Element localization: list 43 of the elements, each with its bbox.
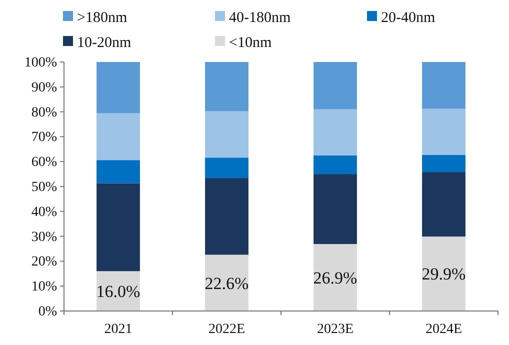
y-tick-label: 0% <box>38 304 58 320</box>
bar <box>422 172 466 237</box>
x-tick-label: 2023E <box>316 322 354 337</box>
y-tick-label: 90% <box>31 80 58 96</box>
y-tick-label: 30% <box>31 230 58 245</box>
bar <box>314 62 357 110</box>
y-tick-label: 10% <box>31 280 58 295</box>
bar <box>205 111 248 158</box>
bar <box>314 155 357 174</box>
legend-label: <10nm <box>229 35 272 51</box>
x-tick-label: 2022E <box>208 322 246 337</box>
y-tick-label: 100% <box>24 55 58 70</box>
bar <box>96 160 140 184</box>
bar <box>205 254 248 311</box>
bar <box>96 62 140 114</box>
bar <box>314 244 357 311</box>
y-tick-label: 80% <box>31 105 58 120</box>
data-label: 22.6% <box>204 274 249 293</box>
y-tick-label: 50% <box>31 180 58 195</box>
y-tick-label: 40% <box>31 204 58 220</box>
x-tick-label: 2024E <box>425 322 462 337</box>
legend-label: >180nm <box>77 10 128 26</box>
y-tick-label: 60% <box>31 155 58 170</box>
bar <box>422 62 466 109</box>
data-label: 29.9% <box>422 264 466 284</box>
bar <box>205 62 248 112</box>
bar <box>205 158 248 178</box>
bar <box>422 154 466 172</box>
bar <box>96 113 140 160</box>
y-tick-label: 70% <box>31 130 58 146</box>
bar <box>205 178 248 255</box>
bar <box>422 108 466 155</box>
data-label: 26.9% <box>313 268 358 288</box>
bar <box>314 174 357 244</box>
x-tick-label: 2021 <box>104 322 132 337</box>
legend-label: 20-40nm <box>381 10 436 26</box>
bar <box>96 183 140 272</box>
bar <box>422 236 466 311</box>
legend-label: 40-180nm <box>229 10 291 26</box>
y-tick-label: 20% <box>31 254 58 270</box>
data-label: 16.0% <box>96 282 140 302</box>
legend-label: 10-20nm <box>77 35 132 51</box>
bar <box>314 109 357 156</box>
